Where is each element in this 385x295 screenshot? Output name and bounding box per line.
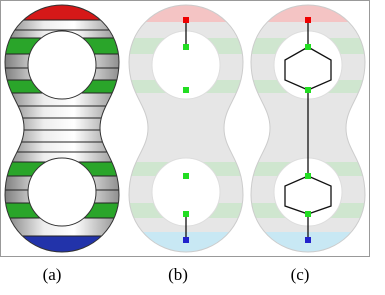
figure: (a) (b) (c) [0, 0, 385, 295]
caption: (c) [291, 265, 310, 284]
page: {"captions": ["(a)", "(b)", "(c)"]} [0, 0, 385, 295]
caption: (b) [168, 265, 188, 284]
caption: (a) [43, 265, 62, 284]
